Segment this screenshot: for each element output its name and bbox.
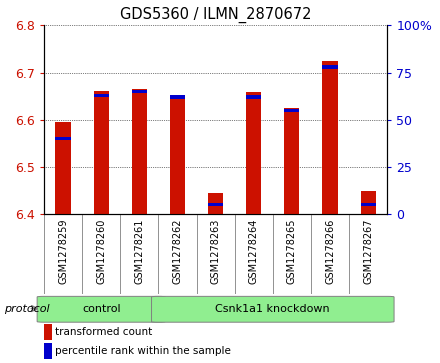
Bar (284, 109, 300, 112)
Text: GSM1278267: GSM1278267 (363, 218, 373, 284)
Text: GSM1278265: GSM1278265 (287, 218, 297, 284)
Bar (284, 108, 300, 214)
Text: Csnk1a1 knockdown: Csnk1a1 knockdown (216, 304, 330, 314)
Text: GSM1278266: GSM1278266 (325, 218, 335, 284)
Bar (55, 122, 71, 214)
Bar (132, 89, 147, 214)
Bar (132, 90, 147, 93)
Text: GSM1278259: GSM1278259 (58, 218, 68, 284)
Text: control: control (82, 304, 121, 314)
Bar (208, 203, 223, 207)
Text: transformed count: transformed count (55, 327, 153, 337)
Bar (323, 61, 337, 214)
Bar (323, 65, 337, 69)
Text: GSM1278264: GSM1278264 (249, 218, 259, 284)
Bar (170, 95, 185, 99)
Title: GDS5360 / ILMN_2870672: GDS5360 / ILMN_2870672 (120, 7, 312, 23)
Bar (246, 93, 261, 214)
FancyBboxPatch shape (151, 296, 394, 322)
Bar (208, 193, 223, 214)
Bar (246, 95, 261, 99)
Text: GSM1278260: GSM1278260 (96, 218, 106, 284)
Text: GSM1278263: GSM1278263 (211, 218, 220, 284)
Bar (170, 97, 185, 214)
Bar (55, 137, 71, 140)
Bar (94, 91, 109, 214)
Text: GSM1278262: GSM1278262 (172, 218, 183, 284)
FancyBboxPatch shape (37, 296, 165, 322)
Bar (94, 94, 109, 97)
Text: protocol: protocol (4, 303, 50, 314)
Bar (44, 343, 52, 359)
Bar (44, 324, 52, 340)
Bar (360, 203, 376, 207)
Text: percentile rank within the sample: percentile rank within the sample (55, 346, 231, 356)
Text: GSM1278261: GSM1278261 (134, 218, 144, 284)
Bar (360, 191, 376, 214)
